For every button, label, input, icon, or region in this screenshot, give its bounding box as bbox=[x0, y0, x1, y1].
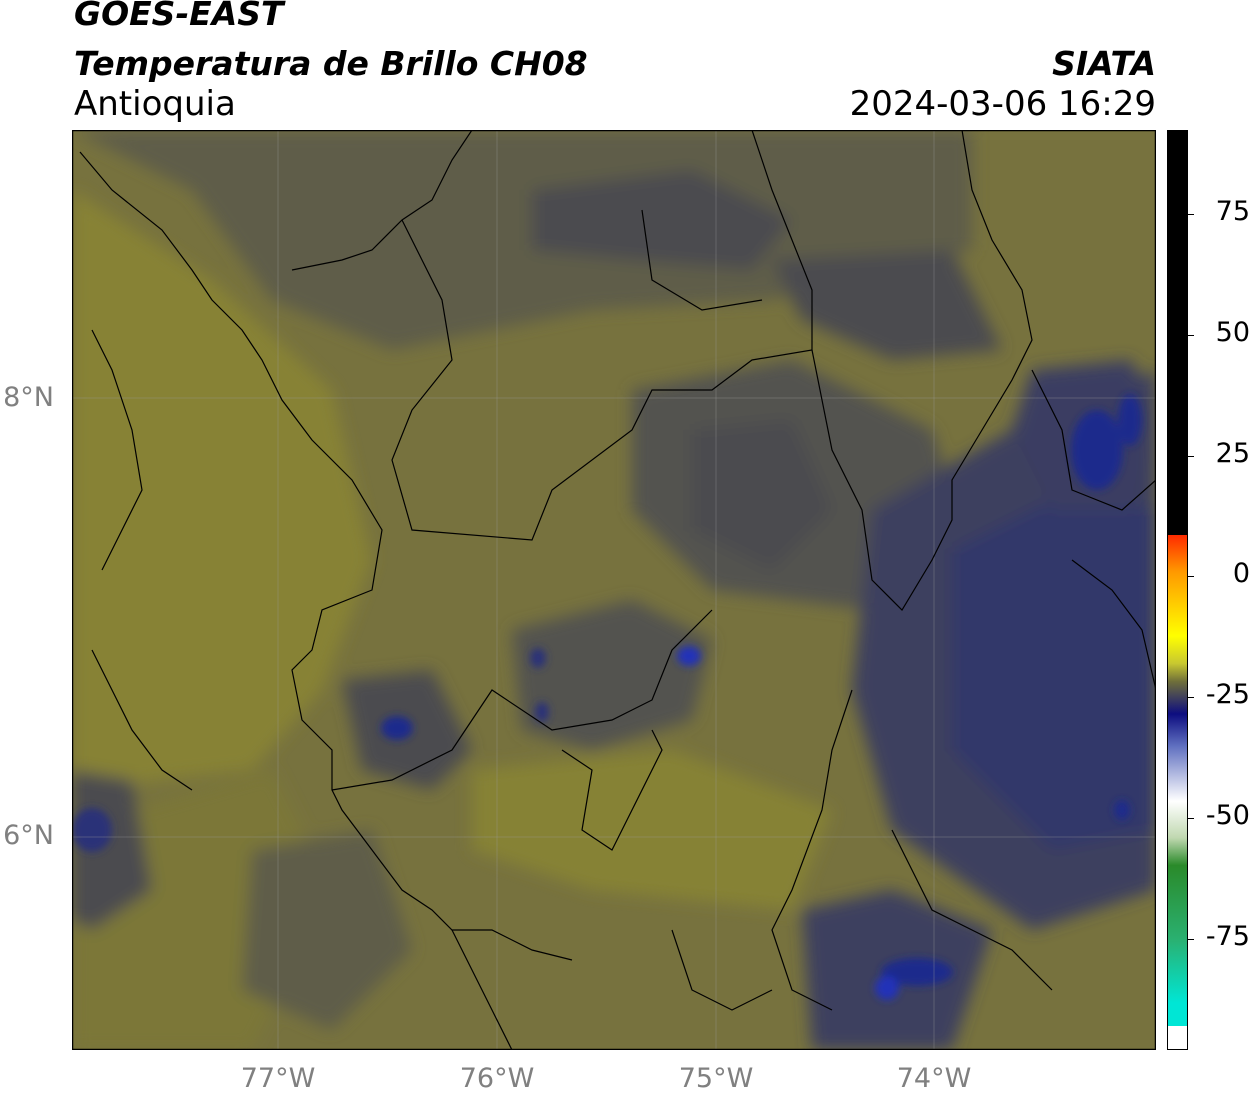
colorbar-tick bbox=[1188, 335, 1194, 336]
lon-label-74w: 74°W bbox=[896, 1063, 972, 1094]
temperature-colorbar bbox=[1167, 130, 1188, 1050]
temperature-field bbox=[72, 130, 1156, 1050]
region-label: Antioquia bbox=[74, 84, 236, 124]
lon-label-76w: 76°W bbox=[459, 1063, 535, 1094]
colorbar-tick bbox=[1188, 576, 1194, 577]
lon-label-77w: 77°W bbox=[240, 1063, 316, 1094]
colorbar-tick bbox=[1188, 697, 1194, 698]
lat-label-8n: 8°N bbox=[3, 382, 54, 413]
colorbar-label-0: 0 bbox=[1232, 558, 1250, 589]
agency-label: SIATA bbox=[1052, 44, 1156, 83]
colorbar-tick bbox=[1188, 214, 1194, 215]
product-title: Temperatura de Brillo CH08 bbox=[74, 44, 588, 83]
colorbar-tick bbox=[1188, 456, 1194, 457]
brightness-temperature-map bbox=[72, 130, 1156, 1050]
colorbar-label-50: 50 bbox=[1215, 317, 1250, 348]
cold-cloud-cores bbox=[72, 394, 1142, 1000]
lon-label-75w: 75°W bbox=[678, 1063, 754, 1094]
colorbar-label-neg25: -25 bbox=[1205, 679, 1250, 710]
map-border bbox=[72, 130, 1156, 1050]
colorbar-label-75: 75 bbox=[1215, 196, 1250, 227]
graticule bbox=[72, 130, 1156, 1050]
colorbar-label-25: 25 bbox=[1215, 438, 1250, 469]
colorbar-label-neg75: -75 bbox=[1205, 921, 1250, 952]
datetime-label: 2024-03-06 16:29 bbox=[849, 84, 1156, 124]
colorbar-label-neg50: -50 bbox=[1205, 800, 1250, 831]
lat-label-6n: 6°N bbox=[3, 820, 54, 851]
colorbar-tick bbox=[1188, 818, 1194, 819]
boundaries bbox=[79, 130, 1156, 1050]
satellite-title: GOES-EAST bbox=[74, 0, 284, 33]
colorbar-tick bbox=[1188, 939, 1194, 940]
